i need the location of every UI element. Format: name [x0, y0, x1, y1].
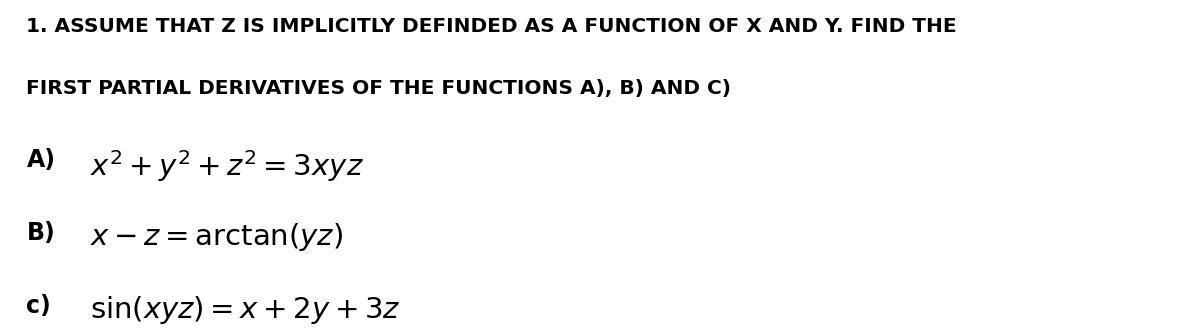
Text: $x^2 + y^2 + z^2 = 3xyz$: $x^2 + y^2 + z^2 = 3xyz$ — [90, 148, 364, 184]
Text: $\mathrm{sin}(xyz) = x + 2y + 3z$: $\mathrm{sin}(xyz) = x + 2y + 3z$ — [90, 294, 401, 326]
Text: 1. ASSUME THAT Z IS IMPLICITLY DEFINDED AS A FUNCTION OF X AND Y. FIND THE: 1. ASSUME THAT Z IS IMPLICITLY DEFINDED … — [26, 16, 958, 36]
Text: FIRST PARTIAL DERIVATIVES OF THE FUNCTIONS A), B) AND C): FIRST PARTIAL DERIVATIVES OF THE FUNCTIO… — [26, 79, 732, 98]
Text: B): B) — [26, 221, 55, 245]
Text: $x - z = \mathrm{arctan}(yz)$: $x - z = \mathrm{arctan}(yz)$ — [90, 221, 343, 253]
Text: c): c) — [26, 294, 52, 318]
Text: A): A) — [26, 148, 55, 173]
